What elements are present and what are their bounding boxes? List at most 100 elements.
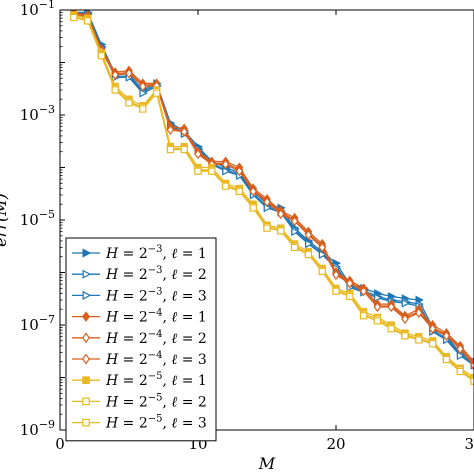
legend-ell-value: = 1 bbox=[177, 310, 207, 326]
data-point bbox=[305, 239, 314, 249]
legend-ell: ℓ bbox=[171, 373, 177, 389]
y-tick-base: 10 bbox=[20, 421, 39, 439]
data-point bbox=[152, 89, 161, 97]
legend-h: H bbox=[105, 416, 119, 432]
legend-h-exponent: −3 bbox=[148, 286, 163, 297]
legend-h-exponent: −5 bbox=[148, 414, 163, 425]
legend-label: H = 2−3, ℓ = 2 bbox=[105, 265, 207, 283]
legend-eq: = 2 bbox=[118, 394, 148, 410]
data-point bbox=[180, 126, 189, 137]
y-tick-label: 10−7 bbox=[20, 313, 55, 334]
legend-sep: , bbox=[163, 246, 172, 262]
data-point bbox=[82, 290, 92, 300]
data-point bbox=[97, 51, 106, 60]
data-point bbox=[318, 267, 326, 276]
legend-ell-value: = 3 bbox=[177, 288, 207, 304]
data-point bbox=[387, 301, 396, 313]
data-point bbox=[290, 243, 299, 252]
data-point bbox=[82, 397, 90, 406]
legend-ell: ℓ bbox=[171, 352, 177, 368]
legend-ell: ℓ bbox=[171, 394, 177, 410]
y-tick-label: 10−5 bbox=[20, 208, 55, 229]
y-tick-base: 10 bbox=[20, 316, 39, 334]
data-point bbox=[414, 307, 423, 318]
x-tick-label: 0 bbox=[55, 435, 65, 453]
data-point bbox=[82, 311, 90, 322]
data-point bbox=[263, 196, 271, 208]
data-point bbox=[82, 269, 92, 279]
legend-h-exponent: −4 bbox=[148, 329, 163, 340]
data-point bbox=[222, 166, 231, 176]
data-point bbox=[291, 227, 300, 237]
data-point bbox=[111, 69, 120, 81]
data-point bbox=[470, 377, 474, 385]
ticks-layer: 010203010−910−710−510−310−1 bbox=[20, 0, 474, 453]
series-9 bbox=[70, 13, 474, 385]
data-point bbox=[111, 86, 119, 94]
legend-sep: , bbox=[163, 331, 172, 347]
data-point bbox=[180, 145, 188, 154]
legend-entry-6: H = 2−4, ℓ = 3 bbox=[72, 350, 207, 368]
legend-h-exponent: −5 bbox=[148, 392, 163, 403]
legend-ell: ℓ bbox=[171, 331, 177, 347]
y-tick-base: 10 bbox=[20, 1, 39, 19]
legend-h: H bbox=[105, 246, 119, 262]
data-point bbox=[139, 88, 148, 98]
data-point bbox=[82, 248, 92, 258]
legend-sep: , bbox=[163, 416, 172, 432]
legend-entry-7: H = 2−5, ℓ = 1 bbox=[72, 371, 207, 389]
legend-eq: = 2 bbox=[118, 288, 148, 304]
legend-h: H bbox=[105, 352, 119, 368]
legend-h-exponent: −4 bbox=[148, 350, 163, 361]
legend-ell-value: = 2 bbox=[177, 267, 207, 283]
legend-ell-value: = 2 bbox=[177, 331, 207, 347]
legend-ell-value: = 1 bbox=[177, 373, 207, 389]
data-point bbox=[235, 187, 244, 196]
data-point bbox=[304, 229, 313, 240]
data-point bbox=[359, 312, 368, 320]
legend-sep: , bbox=[163, 373, 172, 389]
x-axis-title: M bbox=[258, 454, 276, 473]
legend-entry-2: H = 2−3, ℓ = 2 bbox=[72, 265, 207, 283]
legend-entry-9: H = 2−5, ℓ = 3 bbox=[72, 414, 207, 432]
legend-eq: = 2 bbox=[118, 352, 148, 368]
y-tick-exponent: −5 bbox=[39, 208, 55, 221]
x-tick-label: 30 bbox=[464, 435, 474, 453]
y-tick-base: 10 bbox=[20, 211, 39, 229]
data-point bbox=[387, 325, 395, 333]
legend-eq: = 2 bbox=[118, 267, 148, 283]
data-point bbox=[318, 250, 328, 259]
legend-eq: = 2 bbox=[118, 310, 148, 326]
data-point bbox=[235, 166, 244, 177]
legend-label: H = 2−4, ℓ = 2 bbox=[105, 329, 207, 347]
legend-label: H = 2−5, ℓ = 1 bbox=[105, 371, 207, 389]
data-point bbox=[442, 355, 451, 364]
data-point bbox=[208, 167, 216, 175]
legend-eq: = 2 bbox=[118, 373, 148, 389]
data-point bbox=[70, 13, 78, 22]
series-layer bbox=[69, 10, 474, 385]
y-tick-label: 10−9 bbox=[20, 418, 55, 439]
legend-label: H = 2−5, ℓ = 2 bbox=[105, 392, 207, 410]
data-point bbox=[304, 250, 313, 259]
data-point bbox=[428, 323, 437, 334]
legend-h: H bbox=[105, 310, 119, 326]
legend-label: H = 2−3, ℓ = 3 bbox=[105, 286, 207, 304]
legend-ell: ℓ bbox=[171, 267, 177, 283]
legend-sep: , bbox=[163, 288, 172, 304]
legend-ell-value: = 2 bbox=[177, 394, 207, 410]
legend-ell: ℓ bbox=[171, 246, 177, 262]
legend-label: H = 2−3, ℓ = 1 bbox=[105, 244, 207, 262]
data-point bbox=[263, 224, 271, 232]
data-point bbox=[442, 330, 451, 341]
data-point bbox=[166, 124, 175, 135]
legend-eq: = 2 bbox=[118, 331, 148, 347]
data-point bbox=[428, 340, 437, 348]
legend-eq: = 2 bbox=[118, 416, 148, 432]
data-point bbox=[194, 149, 202, 160]
data-point bbox=[125, 68, 133, 79]
legend-h: H bbox=[105, 267, 119, 283]
legend-h-exponent: −5 bbox=[148, 371, 163, 382]
data-point bbox=[359, 286, 368, 297]
